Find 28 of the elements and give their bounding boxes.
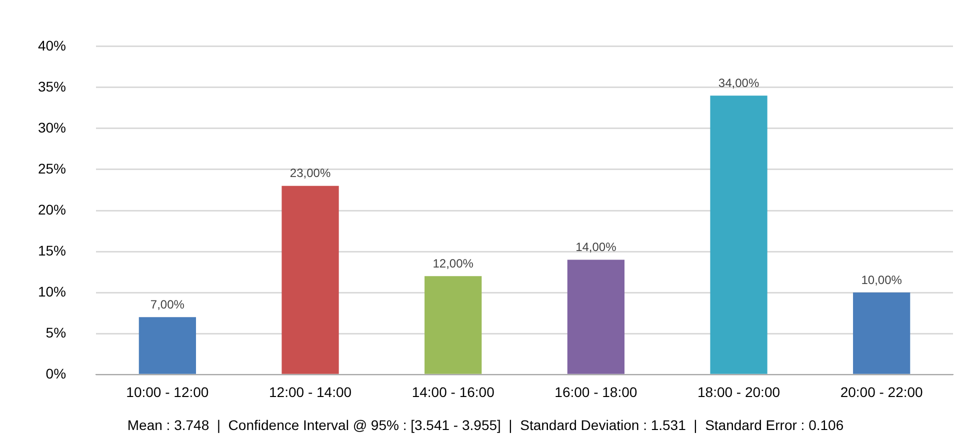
- bar: [282, 186, 339, 374]
- bar: [424, 276, 482, 374]
- bar: [853, 292, 910, 374]
- x-tick-label: 16:00 - 18:00: [554, 384, 638, 400]
- y-tick-label: 15%: [38, 242, 66, 258]
- y-tick-label: 25%: [38, 160, 66, 176]
- y-tick-label: 30%: [38, 119, 66, 136]
- x-tick-label: 12:00 - 14:00: [269, 384, 352, 400]
- data-label: 34,00%: [718, 76, 760, 90]
- x-tick-label: 10:00 - 12:00: [126, 384, 209, 400]
- y-tick-label: 40%: [38, 37, 66, 54]
- data-label: 10,00%: [861, 272, 902, 287]
- x-tick-label: 14:00 - 16:00: [412, 384, 495, 400]
- x-tick-label: 20:00 - 22:00: [840, 384, 924, 400]
- data-label: 14,00%: [576, 240, 617, 254]
- data-label: 23,00%: [290, 166, 331, 180]
- y-tick-label: 0%: [46, 365, 66, 382]
- y-tick-label: 20%: [38, 201, 66, 218]
- bar: [710, 96, 768, 374]
- bar: [567, 260, 624, 374]
- data-label: 7,00%: [150, 297, 185, 312]
- y-tick-label: 35%: [38, 78, 66, 94]
- y-tick-label: 10%: [38, 283, 66, 300]
- y-tick-label: 5%: [46, 324, 66, 340]
- bar: [138, 317, 196, 374]
- x-tick-label: 18:00 - 20:00: [697, 384, 780, 400]
- text: Mean : 3.748 | Confidence Interval @ 95% : [3.541 - 3.955] | Standard Deviation : 1.531 | Standard Error : 0.106: [126, 417, 845, 433]
- data-label: 12,00%: [432, 256, 474, 270]
